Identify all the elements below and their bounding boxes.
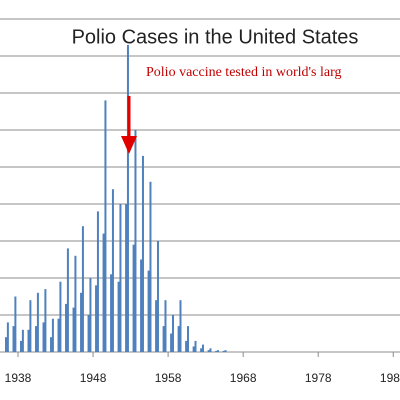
chart-title: Polio Cases in the United States (72, 26, 359, 48)
bar (117, 281, 120, 352)
bar (51, 318, 54, 352)
bar (194, 340, 197, 352)
bar (5, 337, 8, 352)
bar (110, 274, 113, 352)
bar (179, 300, 182, 352)
bar (27, 329, 30, 352)
bar (21, 329, 24, 352)
bar (80, 292, 83, 352)
bar (65, 303, 68, 352)
bar (177, 326, 180, 352)
bar (209, 348, 212, 352)
bar (134, 130, 137, 352)
bar (140, 259, 143, 352)
bar (155, 300, 158, 352)
bar (74, 255, 77, 352)
bar (185, 340, 188, 352)
bar (207, 350, 210, 352)
bar (89, 278, 92, 352)
bar (96, 211, 99, 352)
bar (132, 244, 135, 352)
bar (57, 318, 60, 352)
bar (14, 296, 17, 352)
x-tick-label: 1988 (380, 371, 400, 385)
bar (81, 226, 84, 352)
bar (44, 289, 47, 352)
bar (42, 322, 45, 352)
bar (35, 326, 38, 352)
bar (125, 204, 128, 352)
annotation-arrowhead (121, 136, 137, 154)
x-tick-label: 1968 (230, 371, 257, 385)
bar (50, 337, 53, 352)
bar (215, 350, 218, 352)
bar (29, 300, 32, 352)
bar (202, 344, 205, 352)
bar (186, 326, 189, 352)
x-tick-label: 1978 (305, 371, 332, 385)
bar-layer (5, 44, 227, 353)
bar (141, 155, 144, 352)
bar (6, 322, 9, 352)
x-tick-label: 1958 (155, 371, 182, 385)
bar (87, 315, 90, 352)
bar (217, 350, 220, 352)
bar (119, 204, 122, 352)
bar (222, 350, 225, 352)
bar (111, 189, 114, 352)
bar (72, 307, 75, 352)
bar (102, 233, 105, 352)
bar (170, 333, 173, 352)
annotation: Polio vaccine tested in world's larg (146, 65, 342, 80)
bar (126, 44, 129, 353)
bar (20, 340, 23, 352)
bar (156, 241, 159, 352)
grid-layer (0, 18, 400, 357)
bar (164, 300, 167, 352)
bar (224, 350, 227, 352)
bar (104, 100, 107, 353)
bar (200, 348, 203, 352)
bar (59, 281, 62, 352)
bar (171, 315, 174, 352)
bar (149, 181, 152, 352)
bar (192, 346, 195, 352)
bar (162, 326, 165, 352)
x-tick-label: 1938 (5, 371, 32, 385)
bar (12, 326, 15, 352)
bar (66, 248, 69, 352)
bar (36, 292, 39, 352)
x-tick-label: 1948 (80, 371, 107, 385)
bar (147, 270, 150, 352)
bar (95, 285, 98, 352)
